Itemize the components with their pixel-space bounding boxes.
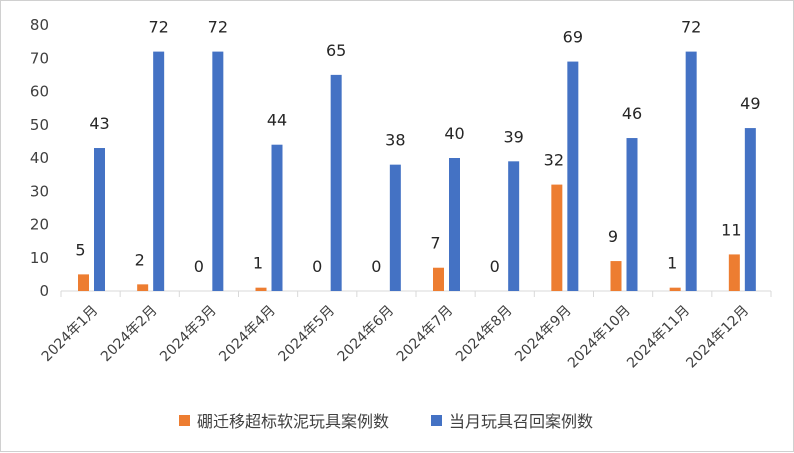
bar-series-1 — [551, 184, 563, 291]
data-label-series-1: 32 — [544, 151, 564, 170]
data-label-series-2: 40 — [444, 124, 464, 143]
bar-series-2 — [567, 61, 579, 292]
data-label-series-1: 1 — [253, 254, 263, 273]
bar-series-2 — [626, 138, 638, 291]
legend-label-series-1: 硼迁移超标软泥玩具案例数 — [197, 412, 389, 431]
data-label-series-2: 44 — [267, 111, 287, 130]
bar-series-1 — [255, 287, 267, 291]
data-label-series-1: 2 — [135, 250, 145, 269]
bar-series-1 — [669, 287, 681, 291]
y-tick-label: 10 — [30, 249, 49, 267]
bar-series-2 — [212, 51, 224, 291]
data-label-series-2: 69 — [563, 28, 583, 47]
data-label-series-2: 38 — [385, 131, 405, 150]
data-label-series-2: 72 — [208, 18, 228, 37]
bar-series-1 — [433, 267, 444, 291]
x-tick-label: 2024年9月 — [512, 303, 575, 366]
bar-series-2 — [449, 158, 460, 291]
data-label-series-2: 65 — [326, 41, 346, 60]
data-label-series-1: 7 — [430, 234, 440, 253]
bar-series-2 — [685, 51, 697, 291]
legend: 硼迁移超标软泥玩具案例数 当月玩具召回案例数 — [179, 412, 593, 431]
data-label-series-1: 11 — [721, 220, 741, 239]
x-tick-label: 2024年11月 — [624, 303, 693, 372]
data-label-series-1: 0 — [490, 257, 500, 276]
y-tick-label: 60 — [30, 83, 49, 101]
bar-series-2 — [389, 164, 401, 291]
x-tick-label: 2024年6月 — [335, 303, 398, 366]
data-label-series-1: 1 — [667, 254, 677, 273]
x-tick-label: 2024年2月 — [98, 303, 161, 366]
legend-label-series-2: 当月玩具召回案例数 — [449, 412, 593, 431]
x-tick-label: 2024年8月 — [453, 303, 516, 366]
data-label-series-1: 0 — [312, 257, 322, 276]
data-label-series-2: 72 — [681, 18, 701, 37]
y-tick-label: 80 — [30, 16, 49, 34]
y-tick-label: 20 — [30, 216, 49, 234]
bars — [78, 51, 756, 292]
data-label-series-2: 72 — [148, 18, 168, 37]
y-axis-ticks: 0 10 20 30 40 50 60 70 80 — [30, 16, 49, 300]
bar-series-2 — [271, 144, 283, 291]
data-label-series-2: 43 — [89, 114, 109, 133]
x-tick-label: 2024年10月 — [565, 303, 634, 372]
bar-series-1 — [610, 261, 622, 291]
x-axis-labels: 2024年1月2024年2月2024年3月2024年4月2024年5月2024年… — [39, 303, 752, 372]
bar-series-2 — [330, 74, 342, 291]
bar-series-1 — [78, 274, 89, 291]
x-tick-label: 2024年1月 — [39, 303, 102, 366]
legend-swatch-series-2 — [431, 415, 442, 426]
legend-swatch-series-1 — [179, 415, 190, 426]
x-tick-label: 2024年4月 — [216, 303, 279, 366]
y-tick-label: 0 — [39, 282, 49, 300]
x-tick-label: 2024年5月 — [275, 303, 338, 366]
data-label-series-1: 0 — [371, 257, 381, 276]
x-axis-tick-marks — [60, 291, 772, 297]
x-tick-label: 2024年12月 — [683, 303, 752, 372]
bar-series-2 — [94, 148, 105, 291]
data-label-series-1: 9 — [608, 227, 618, 246]
data-label-series-1: 0 — [194, 257, 204, 276]
data-label-series-1: 5 — [75, 240, 85, 259]
data-label-series-2: 49 — [740, 94, 760, 113]
bar-series-2 — [508, 161, 520, 291]
x-tick-label: 2024年7月 — [394, 303, 457, 366]
y-tick-label: 40 — [30, 149, 49, 167]
y-tick-label: 70 — [30, 49, 49, 67]
bar-series-2 — [153, 51, 165, 291]
y-tick-label: 30 — [30, 182, 49, 200]
data-label-series-2: 46 — [622, 104, 642, 123]
data-label-series-2: 39 — [503, 127, 523, 146]
x-tick-label: 2024年3月 — [157, 303, 220, 366]
bar-series-2 — [744, 128, 756, 291]
bar-series-1 — [728, 254, 740, 291]
bar-series-1 — [137, 284, 149, 291]
y-tick-label: 50 — [30, 116, 49, 134]
